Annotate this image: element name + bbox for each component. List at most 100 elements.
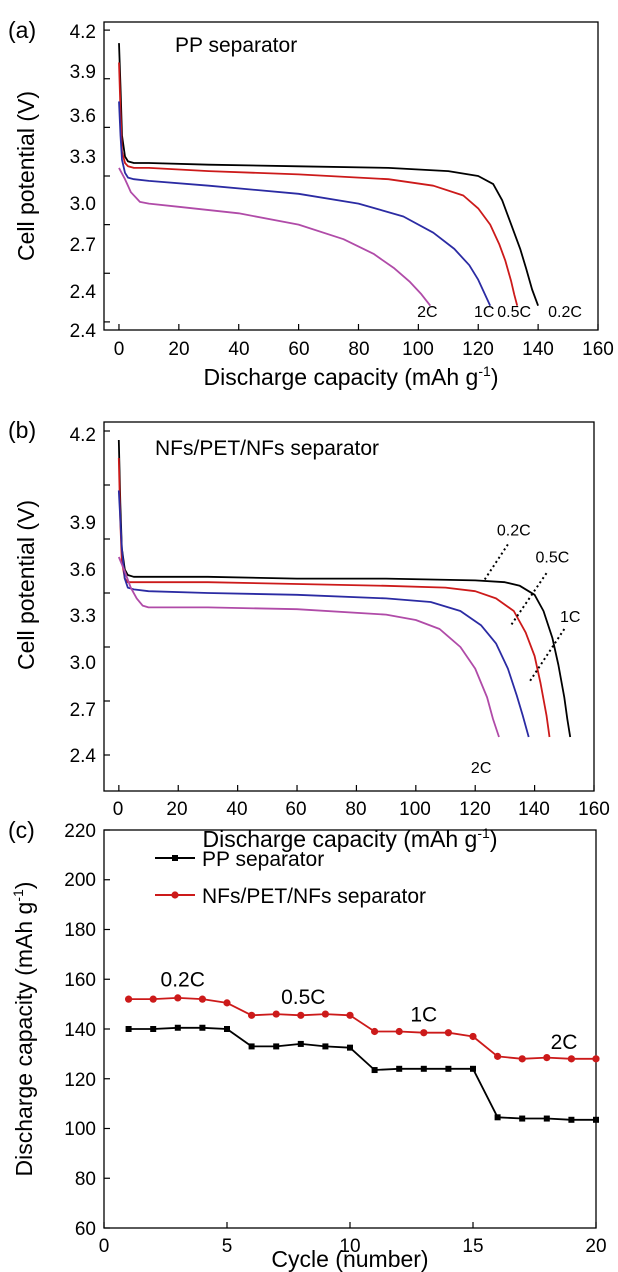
data-point-square	[445, 1065, 452, 1072]
series-line-2c	[118, 167, 432, 307]
rate-label: 1C	[474, 304, 494, 321]
panel-b-tag: (b)	[8, 417, 36, 443]
rate-label: 0.2C	[497, 522, 531, 539]
panel-b-y-tick-label: 3.3	[70, 606, 96, 627]
data-point-square	[371, 1067, 378, 1074]
series-line-0-2c	[118, 43, 539, 307]
panel-b-y-axis-title: Cell potential (V)	[13, 500, 39, 670]
panel-a-plot-frame	[103, 21, 599, 331]
panel-a-x-tick-label: 40	[228, 339, 249, 360]
data-point-circle	[567, 1055, 576, 1063]
panel-b-x-tick-label: 100	[399, 799, 431, 820]
data-point-circle	[223, 999, 231, 1007]
panel-a-y-ticks: 2.4 2.4 2.7 3.0 3.3 3.6 3.9 4.2	[70, 22, 97, 342]
panel-c-x-tick-label: 0	[99, 1236, 110, 1257]
panel-a-y-tick-label: 4.2	[70, 22, 96, 43]
data-point-square	[248, 1043, 255, 1050]
panel-a-x-tick-label: 160	[582, 339, 614, 360]
data-point-circle	[174, 994, 182, 1002]
panel-a-x-tick-label: 140	[522, 339, 554, 360]
data-point-square	[420, 1065, 427, 1072]
panel-c-y-axis-title-main: Discharge capacity (mAh g	[11, 902, 37, 1177]
panel-b-x-tick-label: 80	[345, 799, 366, 820]
panel-a-y-tick-label: 2.7	[70, 235, 96, 256]
data-point-square	[150, 1026, 157, 1032]
panel-b-y-tick-label: 2.4	[70, 746, 97, 767]
panel-b-y-tick-label: 3.0	[70, 653, 96, 674]
panel-a-x-ticks: 0 20 40 60 80 100 120 140 160	[114, 339, 614, 360]
panel-c-y-axis-title: Discharge capacity (mAh g-1)	[10, 882, 37, 1177]
panel-c-label-layer: 0.2C 0.5C 1C 2C	[161, 969, 578, 1054]
series-line-nfs-pet-nfs-separator	[128, 997, 596, 1060]
panel-b-label-layer: 0.2C 0.5C 1C 2C	[471, 522, 581, 777]
panel-a-y-axis-title: Cell potential (V)	[13, 91, 39, 261]
series-line-2c	[117, 556, 500, 738]
rate-label: 0.5C	[497, 304, 531, 321]
data-point-circle	[272, 1010, 280, 1018]
panel-c-y-axis-title-superscript: -1	[10, 889, 26, 902]
panel-b-x-tick-label: 120	[459, 799, 491, 820]
panel-a-x-axis-title: Discharge capacity (mAh g-1)	[204, 363, 499, 390]
panel-a-tag: (a)	[8, 17, 36, 43]
panel-b-x-tick-label: 140	[518, 799, 550, 820]
panel-a-x-tick-label: 0	[114, 339, 125, 360]
panel-b-y-tick-label: 3.6	[70, 560, 96, 581]
panel-a-series-layer	[104, 29, 599, 330]
panel-a-title: PP separator	[175, 34, 297, 57]
panel-c-x-tick-label: 10	[339, 1236, 360, 1257]
data-point-square	[347, 1044, 353, 1051]
series-line-1c	[117, 490, 530, 738]
panel-b-x-ticks: 0 20 40 60 80 100 120 140 160	[113, 799, 610, 820]
rate-label: 1C	[560, 609, 580, 626]
data-point-circle	[592, 1055, 600, 1063]
label-leader-line	[510, 572, 548, 626]
panel-b-x-tick-label: 0	[113, 799, 124, 820]
label-leader-line	[483, 543, 509, 581]
panel-c-x-axis-title: Cycle (number)	[271, 1246, 428, 1272]
data-point-square	[322, 1043, 329, 1050]
panel-a-label-layer: 2C 1C 0.5C 0.2C	[417, 304, 582, 321]
data-point-circle	[125, 995, 133, 1003]
series-line-0-5c	[118, 62, 519, 306]
panel-b-x-tick-label: 20	[166, 799, 187, 820]
panel-a-y-tick-label: 2.4	[70, 321, 97, 342]
panel-c-y-tick-label: 80	[75, 1169, 96, 1190]
panel-c-y-tick-label: 200	[64, 870, 96, 891]
data-point-circle	[395, 1027, 403, 1036]
panel-a-y-tick-label: 2.4	[70, 282, 97, 303]
panel-a-x-axis-title-suffix: )	[491, 364, 499, 390]
rate-label: 2C	[471, 760, 491, 777]
panel-a-x-tick-label: 120	[462, 339, 494, 360]
panel-c-y-tick-label: 180	[64, 920, 96, 941]
panel-c-y-tick-label: 140	[64, 1020, 96, 1041]
legend-label-pp: PP separator	[202, 848, 324, 871]
panel-c-y-ticks: 60 80 100 120 140 160 180 200 220	[64, 821, 96, 1240]
legend-marker-square	[172, 855, 178, 861]
data-point-circle	[371, 1027, 379, 1036]
panel-b: (b) NFs/PET/NFs separator 0 20 40 60 80 …	[8, 417, 610, 852]
panel-a-x-axis-title-main: Discharge capacity (mAh g	[204, 364, 479, 390]
series-line-pp-separator	[128, 1026, 596, 1121]
legend-marker-circle	[171, 891, 179, 899]
data-point-square	[470, 1065, 476, 1072]
rate-label: 0.5C	[536, 549, 570, 566]
data-point-circle	[469, 1032, 477, 1041]
rate-label: 0.2C	[548, 304, 582, 321]
rate-label: 0.5C	[281, 986, 325, 1009]
data-point-square	[273, 1043, 280, 1050]
panel-a: (a) PP separator 0 20 40 60 80 100 120 1…	[8, 17, 614, 390]
panel-c-x-tick-label: 15	[462, 1236, 483, 1257]
data-point-circle	[297, 1011, 305, 1019]
panel-b-x-axis-title-suffix: )	[490, 826, 498, 852]
data-point-square	[297, 1040, 304, 1047]
rate-label: 0.2C	[161, 969, 205, 992]
panel-c-y-tick-label: 100	[64, 1119, 96, 1140]
panel-c-y-tick-label: 120	[64, 1070, 96, 1091]
panel-b-y-tick-label: 2.7	[70, 700, 96, 721]
panel-b-title: NFs/PET/NFs separator	[155, 437, 379, 460]
panel-c-y-axis-title-suffix: )	[11, 882, 37, 890]
data-point-square	[494, 1114, 501, 1121]
panel-b-series-layer	[104, 430, 595, 791]
panel-c-legend: PP separator NFs/PET/NFs separator	[155, 848, 426, 908]
